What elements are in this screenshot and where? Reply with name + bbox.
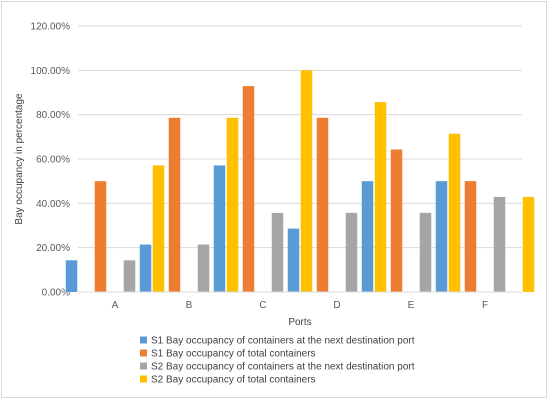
legend-swatch: [140, 362, 147, 370]
bar-a-series-4: [152, 165, 165, 292]
x-axis-title: Ports: [288, 317, 311, 328]
bar-e-series-3: [419, 212, 432, 292]
x-tick-label: F: [482, 300, 488, 311]
bar-a-series-1: [65, 260, 78, 292]
y-tick-label: 120.00%: [31, 22, 71, 33]
bar-e-series-4: [448, 133, 461, 292]
bar-d-series-3: [345, 212, 358, 292]
bar-d-series-4: [374, 102, 387, 292]
y-tick-label: 0.00%: [42, 288, 70, 299]
x-tick-label: A: [112, 300, 119, 311]
bar-b-series-3: [197, 244, 210, 292]
x-tick-label: B: [186, 300, 193, 311]
bar-f-series-1: [435, 181, 448, 292]
bar-c-series-3: [271, 212, 284, 292]
bar-d-series-2: [316, 117, 329, 293]
legend-label: S2 Bay occupancy of containers at the ne…: [151, 362, 415, 373]
bar-b-series-2: [168, 117, 181, 293]
bar-c-series-1: [213, 165, 226, 292]
legend-swatch: [140, 375, 147, 383]
bar-e-series-1: [361, 181, 374, 292]
legend-swatch: [140, 349, 147, 357]
legend-swatch: [140, 336, 147, 344]
bar-f-series-2: [464, 181, 477, 292]
bar-f-series-4: [522, 196, 535, 292]
bar-a-series-3: [123, 260, 136, 292]
legend-label: S1 Bay occupancy of total containers: [151, 349, 316, 360]
y-tick-label: 40.00%: [36, 199, 70, 210]
y-axis-ticks: 0.00% 20.00% 40.00% 60.00% 80.00% 100.00% 120.…: [31, 22, 71, 299]
bar-b-series-4: [226, 117, 239, 293]
y-tick-label: 100.00%: [31, 66, 71, 77]
legend-label: S1 Bay occupancy of containers at the ne…: [151, 336, 415, 347]
legend-label: S2 Bay occupancy of total containers: [151, 375, 316, 386]
bar-d-series-1: [287, 228, 300, 292]
x-axis-ticks: A B C D E F: [112, 300, 488, 311]
legend: S1 Bay occupancy of containers at the ne…: [140, 336, 415, 386]
bar-c-series-2: [242, 86, 255, 293]
x-tick-label: D: [333, 300, 340, 311]
x-tick-label: C: [259, 300, 266, 311]
y-axis-title: Bay occupancy in percentage: [14, 93, 25, 225]
y-tick-label: 80.00%: [36, 110, 70, 121]
bar-f-series-3: [493, 196, 506, 292]
bar-e-series-2: [390, 149, 403, 292]
y-tick-label: 60.00%: [36, 155, 70, 166]
bar-a-series-2: [94, 181, 107, 292]
bar-b-series-1: [139, 244, 152, 292]
bars: [65, 70, 535, 293]
y-tick-label: 20.00%: [36, 243, 70, 254]
bar-c-series-4: [300, 70, 313, 292]
x-tick-label: E: [408, 300, 415, 311]
